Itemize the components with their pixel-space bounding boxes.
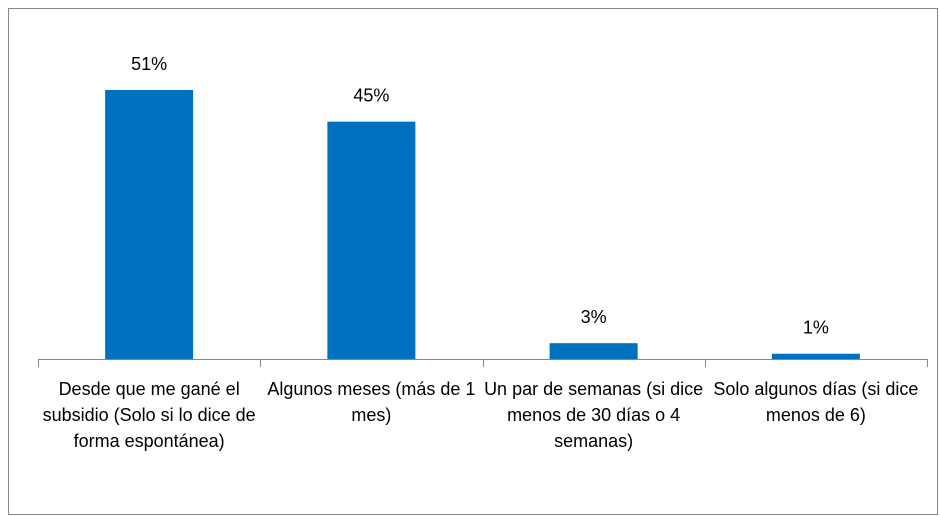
x-tick-label: Solo algunos días (si dice menos de 6) <box>713 379 919 425</box>
bar <box>771 353 860 359</box>
chart-border <box>8 8 938 515</box>
x-tick-label: Un par de semanas (si dice menos de 30 d… <box>484 379 704 451</box>
data-label: 3% <box>581 307 607 327</box>
data-label: 51% <box>131 54 167 74</box>
data-label: 45% <box>353 86 389 106</box>
bar <box>327 121 416 359</box>
x-tick-label: Desde que me gané el subsidio (Solo si l… <box>42 379 256 451</box>
data-label: 1% <box>803 318 829 338</box>
bar <box>549 343 638 359</box>
bar <box>105 90 194 359</box>
x-tick-label: Algunos meses (más de 1 mes) <box>267 379 476 425</box>
